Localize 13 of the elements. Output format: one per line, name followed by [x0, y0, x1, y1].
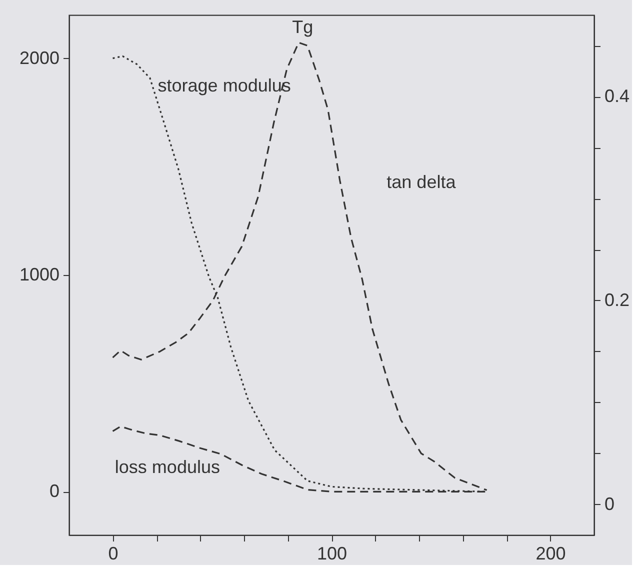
y-tick-label: 2000 — [19, 48, 60, 68]
x-tick-label: 200 — [536, 544, 566, 564]
x-tick-label: 0 — [108, 544, 118, 564]
x-tick-label: 100 — [316, 544, 348, 564]
series-label: storage modulus — [158, 76, 291, 96]
y-tick-label: 0 — [49, 481, 60, 502]
y2-tick-label: 0.2 — [604, 290, 630, 310]
series-label: loss modulus — [114, 456, 220, 477]
text: tan delta — [386, 172, 457, 192]
y2-tick-label: 0.4 — [604, 86, 630, 106]
y-tick-label: 1000 — [19, 264, 60, 284]
y2-tick-label: 0 — [604, 494, 615, 514]
annotation: Tg — [292, 17, 314, 37]
